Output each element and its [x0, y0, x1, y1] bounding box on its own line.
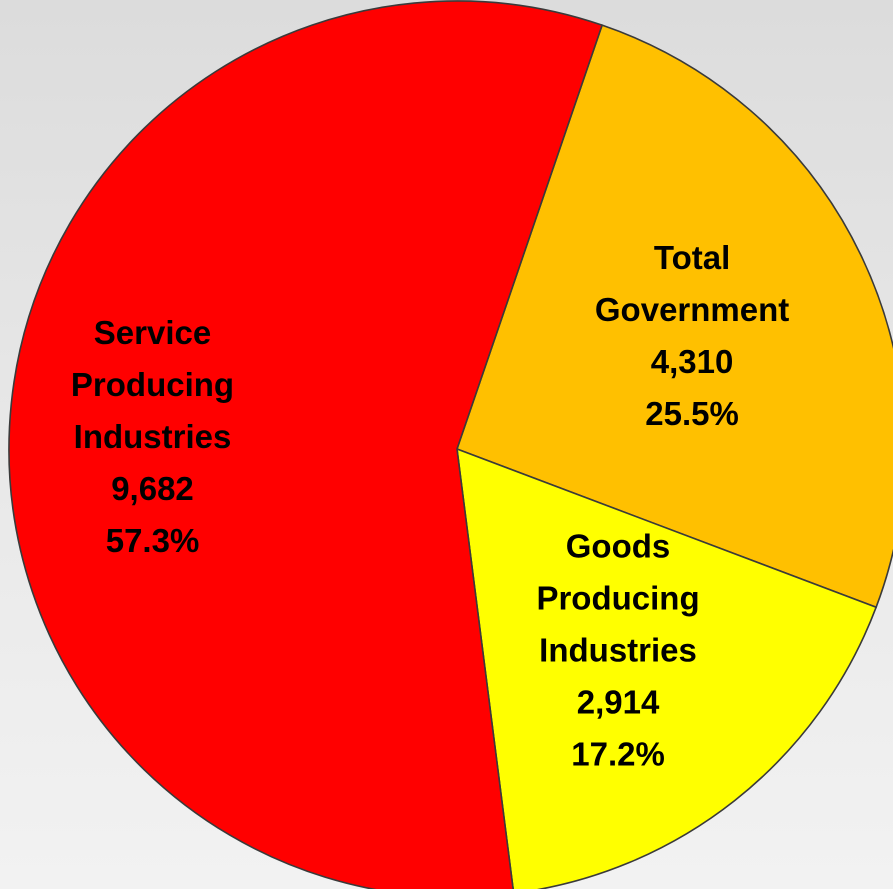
slice-label-goods-producing-industries: Goods Producing Industries 2,914 17.2%: [536, 528, 699, 773]
total-government-label-line-1: Government: [595, 291, 789, 328]
pie-slice-service-producing-industries: [8, 0, 604, 889]
goods-producing-industries-label-line-0: Goods: [566, 528, 671, 565]
total-government-value-label: 4,310: [651, 343, 734, 380]
slice-label-service-producing-industries: Service Producing Industries 9,682 57.3%: [71, 314, 234, 559]
service-producing-industries-label-line-0: Service: [94, 314, 211, 351]
total-government-label-line-0: Total: [654, 239, 730, 276]
slices-layer: [8, 0, 893, 889]
pie-slice-total-government: [455, 24, 893, 609]
total-government-percent-label: 25.5%: [645, 395, 739, 432]
service-producing-industries-value-label: 9,682: [111, 470, 194, 507]
goods-producing-industries-label-line-1: Producing: [536, 580, 699, 617]
labels-layer: Total Government 4,310 25.5% Goods Producing I…: [71, 239, 789, 773]
goods-producing-industries-value-label: 2,914: [577, 684, 660, 721]
slice-label-total-government: Total Government 4,310 25.5%: [595, 239, 789, 432]
service-producing-industries-label-line-2: Industries: [74, 418, 232, 455]
pie-slice-goods-producing-industries: [456, 447, 878, 889]
service-producing-industries-percent-label: 57.3%: [106, 522, 200, 559]
goods-producing-industries-label-line-2: Industries: [539, 632, 697, 669]
service-producing-industries-label-line-1: Producing: [71, 366, 234, 403]
goods-producing-industries-percent-label: 17.2%: [571, 736, 665, 773]
